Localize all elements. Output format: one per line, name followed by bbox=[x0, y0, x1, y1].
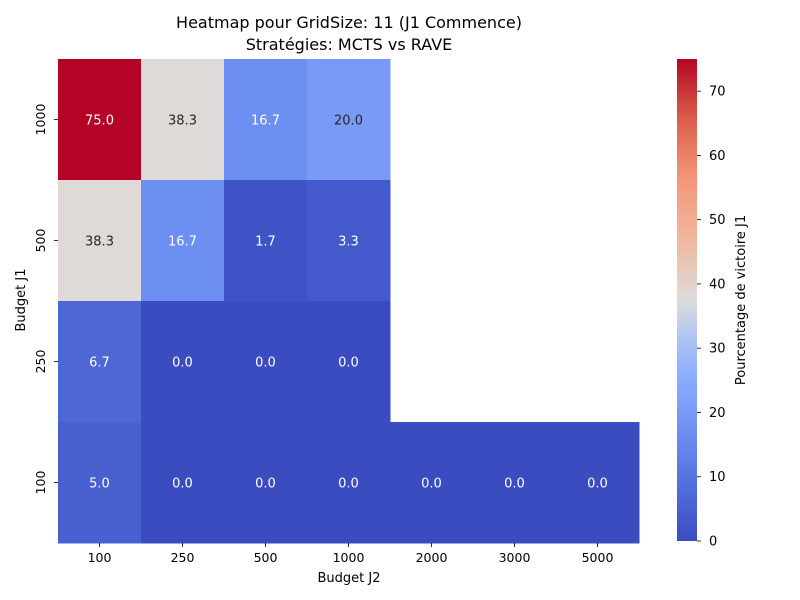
heatmap-cell bbox=[224, 180, 308, 302]
heatmap-cell bbox=[141, 422, 225, 544]
heatmap-cell bbox=[307, 301, 391, 423]
heatmap-cell bbox=[58, 180, 142, 302]
colorbar-label: Pourcentage de victoire J1 bbox=[734, 215, 749, 385]
cell-value-label: 16.7 bbox=[251, 114, 280, 129]
y-tick-label: 500 bbox=[33, 229, 48, 253]
cell-value-label: 0.0 bbox=[338, 356, 359, 371]
x-tick-label: 5000 bbox=[582, 550, 614, 565]
cell-value-label: 0.0 bbox=[172, 356, 193, 371]
cell-value-label: 38.3 bbox=[85, 235, 114, 250]
x-tick-label: 2000 bbox=[416, 550, 448, 565]
heatmap-cell bbox=[307, 180, 391, 302]
x-tick-label: 250 bbox=[171, 550, 195, 565]
cell-value-label: 0.0 bbox=[587, 477, 608, 492]
colorbar-ticks: 0 10 20 30 40 50 60 70 bbox=[697, 85, 726, 550]
chart-title-line2: Stratégies: MCTS vs RAVE bbox=[246, 35, 453, 54]
y-tick-label: 250 bbox=[33, 350, 48, 374]
x-tick-label: 500 bbox=[254, 550, 278, 565]
heatmap-cell bbox=[224, 301, 308, 423]
heatmap-cell bbox=[58, 59, 142, 181]
x-tick-label: 100 bbox=[88, 550, 112, 565]
cell-value-label: 0.0 bbox=[255, 477, 276, 492]
y-tick-label: 100 bbox=[33, 471, 48, 495]
heatmap-cell bbox=[473, 422, 557, 544]
cell-value-label: 6.7 bbox=[89, 356, 110, 371]
heatmap-cell bbox=[224, 422, 308, 544]
cell-value-label: 75.0 bbox=[85, 114, 114, 129]
x-axis-label: Budget J2 bbox=[318, 571, 381, 586]
cell-value-label: 0.0 bbox=[421, 477, 442, 492]
cell-value-label: 0.0 bbox=[172, 477, 193, 492]
heatmap-cell bbox=[556, 422, 640, 544]
heatmap-cell bbox=[141, 59, 225, 181]
heatmap-cell bbox=[390, 422, 474, 544]
heatmap-cell bbox=[307, 59, 391, 181]
y-tick-label: 1000 bbox=[33, 104, 48, 136]
y-axis-label: Budget J1 bbox=[14, 269, 29, 332]
y-axis-ticks: 1000 500 250 100 bbox=[33, 104, 58, 495]
cell-value-label: 16.7 bbox=[168, 235, 197, 250]
cell-value-label: 3.3 bbox=[338, 235, 359, 250]
cell-value-label: 1.7 bbox=[255, 235, 276, 250]
chart-title-line1: Heatmap pour GridSize: 11 (J1 Commence) bbox=[176, 13, 522, 32]
heatmap-cell bbox=[224, 59, 308, 181]
colorbar-tick-label: 60 bbox=[709, 149, 726, 164]
x-tick-label: 1000 bbox=[333, 550, 365, 565]
colorbar-tick-label: 0 bbox=[709, 535, 717, 550]
cell-value-label: 0.0 bbox=[255, 356, 276, 371]
x-axis-ticks: 100 250 500 1000 2000 3000 5000 bbox=[88, 543, 614, 565]
colorbar-tick-label: 50 bbox=[709, 213, 726, 228]
colorbar bbox=[677, 59, 697, 541]
heatmap-cell bbox=[307, 422, 391, 544]
colorbar-tick-label: 70 bbox=[709, 85, 726, 100]
cell-value-label: 38.3 bbox=[168, 114, 197, 129]
colorbar-tick-label: 40 bbox=[709, 277, 726, 292]
cell-value-label: 0.0 bbox=[504, 477, 525, 492]
cell-value-label: 5.0 bbox=[89, 477, 110, 492]
cell-value-label: 0.0 bbox=[338, 477, 359, 492]
cell-value-label: 20.0 bbox=[334, 114, 363, 129]
colorbar-tick-label: 20 bbox=[709, 406, 726, 421]
colorbar-tick-label: 10 bbox=[709, 470, 726, 485]
colorbar-tick-label: 30 bbox=[709, 342, 726, 357]
heatmap-cell bbox=[58, 301, 142, 423]
heatmap-cell bbox=[141, 301, 225, 423]
x-tick-label: 3000 bbox=[499, 550, 531, 565]
heatmap-cell bbox=[141, 180, 225, 302]
heatmap-cell bbox=[58, 422, 142, 544]
heatmap-cells: 75.0 38.3 16.7 20.0 38.3 16.7 1.7 3.3 6.7 0.0 0.0 0… bbox=[58, 59, 640, 544]
